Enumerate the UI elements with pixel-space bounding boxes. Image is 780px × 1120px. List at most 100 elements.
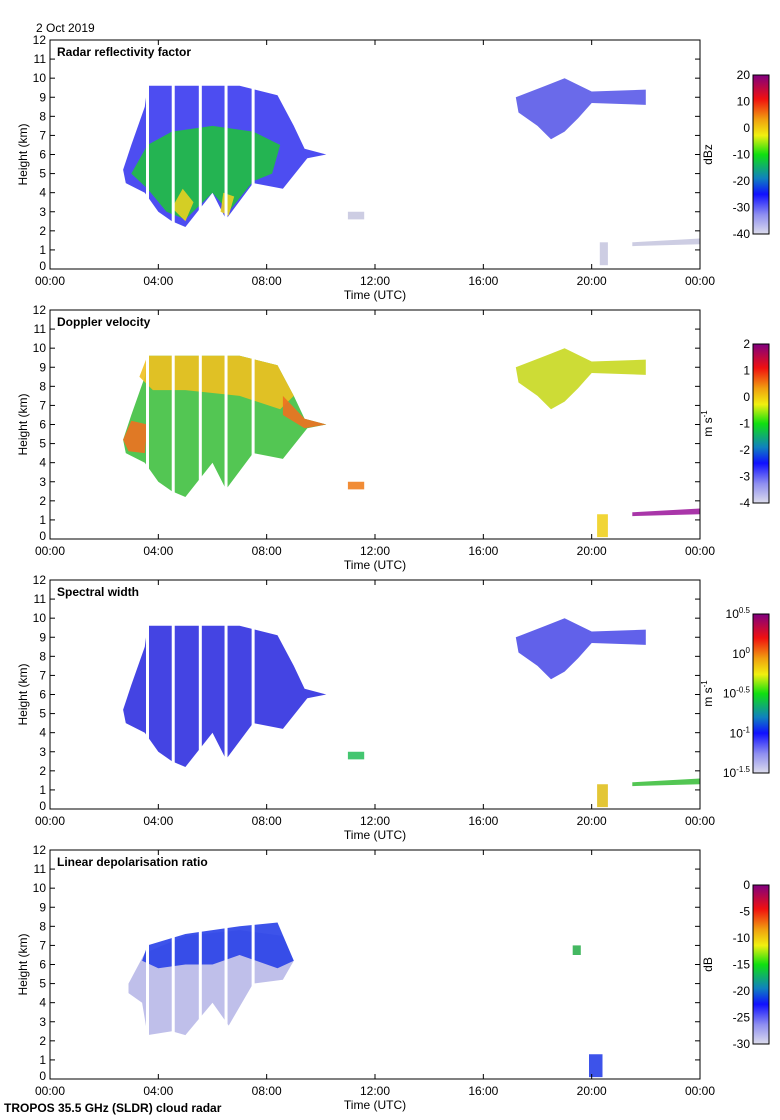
- data-gap: [224, 888, 228, 1041]
- colorbar-tick-base: 20: [737, 68, 751, 82]
- colorbar-tick-label: 0: [743, 390, 750, 404]
- colorbar-unit: dBz: [701, 144, 715, 165]
- colorbar-tick-base: 10: [730, 726, 744, 740]
- x-tick-label: 16:00: [468, 274, 498, 288]
- colorbar-tick-label: 0: [743, 878, 750, 892]
- colorbar: [752, 613, 770, 774]
- colorbar-unit-base: m s: [701, 417, 715, 436]
- radar-echo-region: [347, 751, 365, 760]
- data-gap: [171, 888, 175, 1041]
- x-tick-label: 00:00: [35, 814, 65, 828]
- colorbar-tick-base: 10: [737, 95, 751, 109]
- y-tick-label: 11: [34, 862, 47, 876]
- x-tick-label: 20:00: [577, 274, 607, 288]
- radar-echo-region: [515, 78, 646, 140]
- y-tick-label: 4: [39, 726, 46, 740]
- colorbar-unit: dB: [701, 957, 715, 972]
- radar-echo-region: [171, 188, 194, 222]
- radar-echo-region: [347, 211, 365, 220]
- y-tick-label: 9: [39, 900, 46, 914]
- data-gap: [251, 78, 255, 231]
- x-tick-label: 08:00: [252, 544, 282, 558]
- colorbar-tick-base: -40: [733, 227, 751, 241]
- data-gap: [171, 348, 175, 501]
- colorbar: [752, 74, 770, 235]
- x-tick-label: 16:00: [468, 544, 498, 558]
- y-tick-label: 8: [39, 109, 46, 123]
- colorbar-tick-base: -30: [733, 1037, 751, 1051]
- colorbar-tick-label: 10-1.5: [723, 765, 751, 780]
- colorbar-tick-label: -15: [733, 958, 751, 972]
- y-tick-label: 3: [39, 475, 46, 489]
- y-axis-label: Height (km): [16, 933, 30, 995]
- x-tick-label: 00:00: [35, 1084, 65, 1098]
- x-tick-label: 12:00: [360, 544, 390, 558]
- x-axis-label: Time (UTC): [344, 828, 406, 842]
- data-gap: [146, 348, 149, 501]
- data-gap: [251, 888, 255, 1041]
- colorbar-tick-label: -4: [739, 496, 750, 510]
- colorbar-tick-label: 20: [737, 68, 751, 82]
- colorbar: [752, 343, 770, 504]
- colorbar-tick-base: -25: [733, 1011, 751, 1025]
- colorbar-tick-label: -3: [739, 470, 750, 484]
- data-gap: [198, 618, 202, 771]
- colorbar-tick-base: -30: [733, 201, 751, 215]
- y-tick-label: 6: [39, 418, 46, 432]
- colorbar-tick-label: 2: [743, 337, 750, 351]
- y-tick-label: 8: [39, 379, 46, 393]
- y-tick-label: 3: [39, 205, 46, 219]
- data-gap: [224, 348, 228, 501]
- colorbar-tick-base: 0: [743, 121, 750, 135]
- x-tick-label: 08:00: [252, 814, 282, 828]
- chart-title: Linear depolarisation ratio: [57, 855, 208, 869]
- colorbar-tick-label: -5: [739, 905, 750, 919]
- y-tick-label: 10: [33, 71, 47, 85]
- x-tick-label: 00:00: [685, 814, 715, 828]
- data-gap: [198, 888, 202, 1041]
- y-tick-label: 2: [39, 1034, 46, 1048]
- x-tick-label: 00:00: [685, 1084, 715, 1098]
- y-tick-label: 4: [39, 996, 46, 1010]
- x-tick-label: 00:00: [685, 544, 715, 558]
- y-tick-label: 10: [33, 881, 47, 895]
- colorbar-tick-base: -5: [739, 905, 750, 919]
- colorbar-tick-label: -10: [733, 148, 751, 162]
- x-tick-label: 16:00: [468, 814, 498, 828]
- colorbar-tick-label: -40: [733, 227, 751, 241]
- y-tick-label: 3: [39, 745, 46, 759]
- colorbar-tick-label: 0: [743, 121, 750, 135]
- colorbar-tick-exponent: 0: [746, 646, 751, 655]
- x-tick-label: 08:00: [252, 274, 282, 288]
- colorbar-unit-base: dBz: [701, 144, 715, 165]
- colorbar-unit-base: dB: [701, 957, 715, 972]
- x-tick-label: 12:00: [360, 274, 390, 288]
- colorbar-tick-label: -2: [739, 443, 750, 457]
- colorbar-tick-base: -10: [733, 931, 751, 945]
- y-tick-label: 12: [33, 33, 47, 47]
- colorbar-unit-exponent: -1: [700, 680, 709, 688]
- y-tick-label: 5: [39, 167, 46, 181]
- y-tick-label: 0: [39, 1069, 46, 1083]
- x-tick-label: 08:00: [252, 1084, 282, 1098]
- colorbar-tick-base: -15: [733, 958, 751, 972]
- colorbar-tick-label: 10-1: [730, 725, 751, 740]
- y-tick-label: 2: [39, 764, 46, 778]
- colorbar-tick-base: -1: [739, 417, 750, 431]
- x-tick-label: 20:00: [577, 814, 607, 828]
- data-gap: [146, 888, 149, 1041]
- radar-echo-region: [139, 355, 294, 410]
- data-gap: [251, 348, 255, 501]
- y-tick-label: 8: [39, 649, 46, 663]
- y-tick-label: 9: [39, 360, 46, 374]
- data-gap: [198, 348, 202, 501]
- y-tick-label: 1: [39, 783, 46, 797]
- colorbar-tick-base: -3: [739, 470, 750, 484]
- colorbar-tick-base: 0: [743, 390, 750, 404]
- radar-echo-region: [589, 1054, 603, 1078]
- colorbar-tick-base: -2: [739, 443, 750, 457]
- y-tick-label: 11: [34, 592, 47, 606]
